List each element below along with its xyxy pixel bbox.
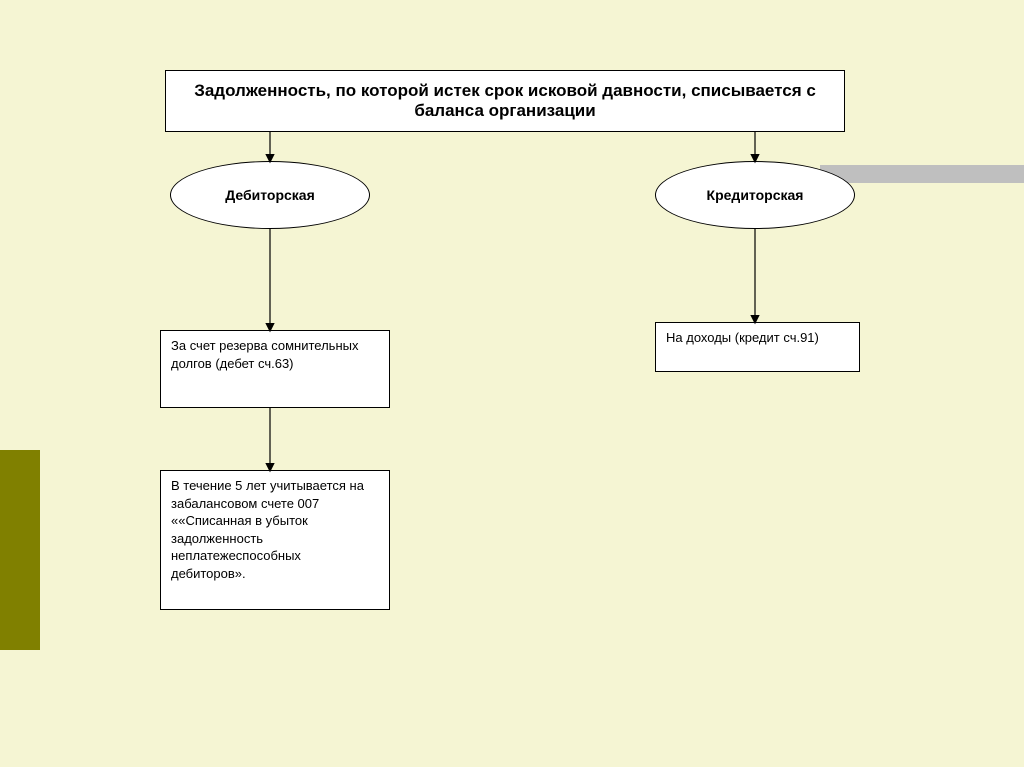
title-text: Задолженность, по которой истек срок иск… xyxy=(176,81,834,121)
ellipse-debitor-label: Дебиторская xyxy=(225,187,315,203)
decor-bar-right xyxy=(820,165,1024,183)
box-creditor-income: На доходы (кредит сч.91) xyxy=(655,322,860,372)
box-debitor-reserve: За счет резерва сомнительных долгов (деб… xyxy=(160,330,390,408)
box-creditor-income-text: На доходы (кредит сч.91) xyxy=(666,330,819,345)
ellipse-creditor-label: Кредиторская xyxy=(707,187,804,203)
ellipse-creditor: Кредиторская xyxy=(655,161,855,229)
title-box: Задолженность, по которой истек срок иск… xyxy=(165,70,845,132)
decor-bar-left xyxy=(0,450,40,650)
box-debitor-offbalance-text: В течение 5 лет учитывается на забалансо… xyxy=(171,478,364,581)
box-debitor-reserve-text: За счет резерва сомнительных долгов (деб… xyxy=(171,338,358,371)
ellipse-debitor: Дебиторская xyxy=(170,161,370,229)
box-debitor-offbalance: В течение 5 лет учитывается на забалансо… xyxy=(160,470,390,610)
